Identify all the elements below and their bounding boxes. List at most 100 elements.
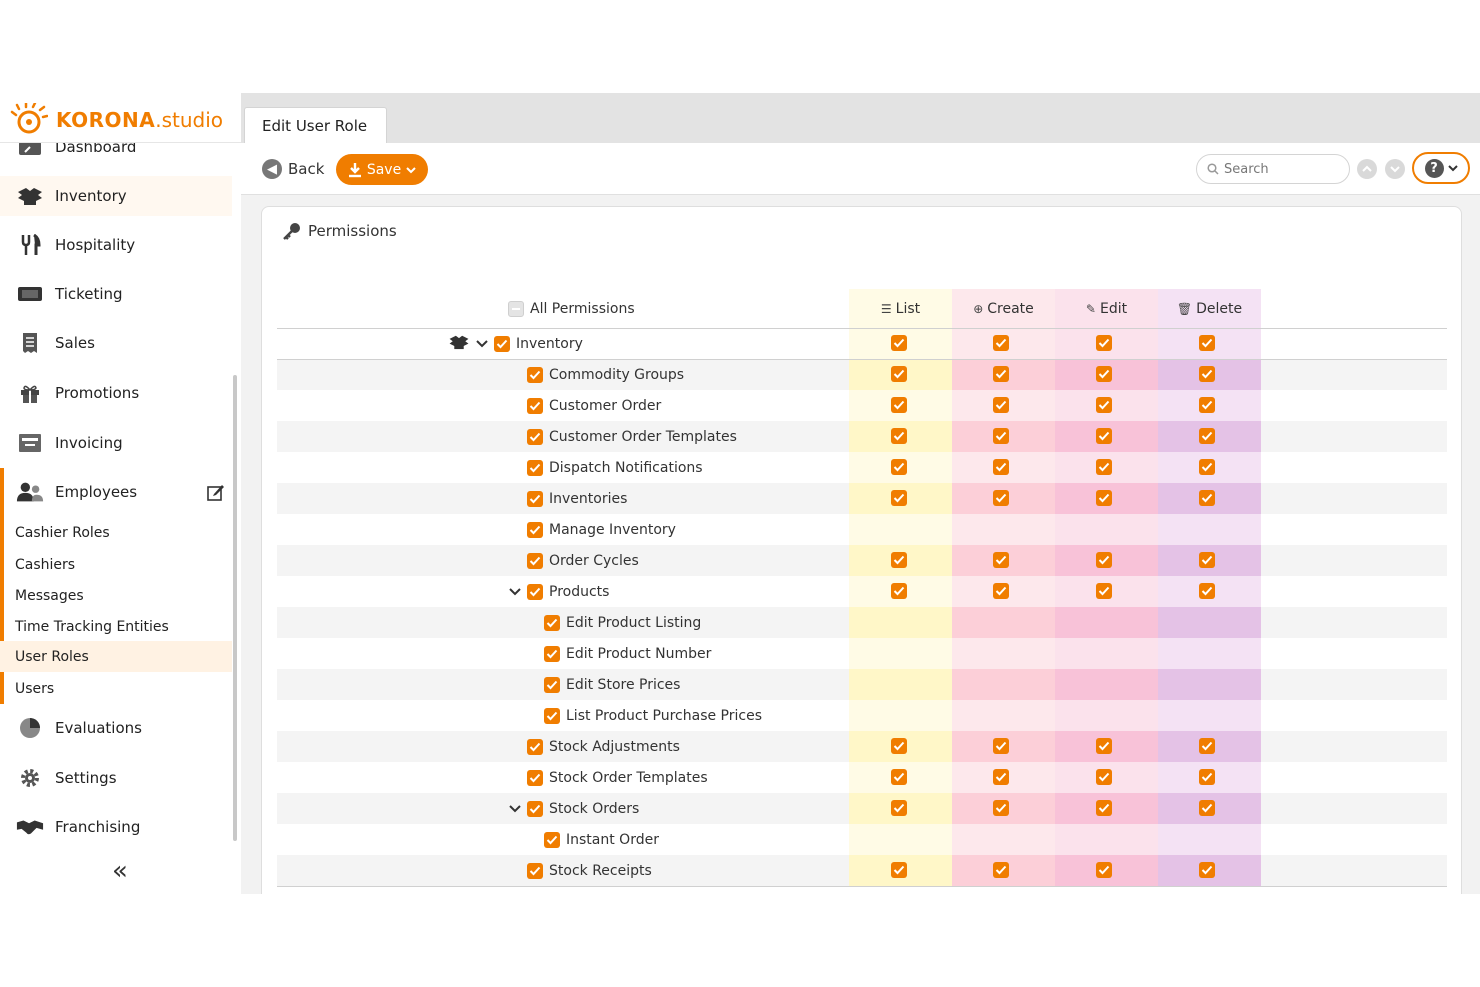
permission-checkbox-edit[interactable]	[1096, 552, 1112, 568]
permission-checkbox-list[interactable]	[891, 738, 907, 754]
sidebar-item-dashboard[interactable]: Dashboard	[0, 143, 232, 167]
row-checkbox[interactable]	[527, 769, 543, 786]
table-row[interactable]: Customer Order	[527, 390, 661, 421]
collapse-sidebar-icon[interactable]: «	[112, 856, 128, 886]
permission-checkbox-delete[interactable]	[1199, 490, 1215, 506]
permission-checkbox-edit[interactable]	[1096, 769, 1112, 785]
permission-checkbox-create[interactable]	[993, 335, 1009, 351]
permission-checkbox-delete[interactable]	[1199, 800, 1215, 816]
column-header-list[interactable]: ☰ List	[849, 289, 952, 328]
row-checkbox[interactable]	[527, 738, 543, 755]
column-header-delete[interactable]: 🗑 Delete	[1158, 289, 1261, 328]
column-header-edit[interactable]: ✎ Edit	[1055, 289, 1158, 328]
permission-checkbox-edit[interactable]	[1096, 583, 1112, 599]
chevron-down-icon[interactable]	[476, 336, 488, 352]
sidebar-item-evaluations[interactable]: Evaluations	[0, 708, 232, 748]
permission-checkbox-delete[interactable]	[1199, 459, 1215, 475]
next-record-button[interactable]	[1385, 159, 1405, 179]
logo[interactable]: KORONA .studio	[10, 98, 241, 142]
permission-checkbox-create[interactable]	[993, 583, 1009, 599]
row-checkbox[interactable]	[527, 459, 543, 476]
table-row[interactable]: Dispatch Notifications	[527, 452, 703, 483]
table-row[interactable]: Inventory	[448, 328, 583, 359]
permission-checkbox-edit[interactable]	[1096, 335, 1112, 351]
row-checkbox[interactable]	[544, 676, 560, 693]
permission-checkbox-create[interactable]	[993, 552, 1009, 568]
permission-checkbox-edit[interactable]	[1096, 397, 1112, 413]
previous-record-button[interactable]	[1357, 159, 1377, 179]
row-checkbox[interactable]	[527, 862, 543, 879]
permission-checkbox-delete[interactable]	[1199, 366, 1215, 382]
table-row[interactable]: Products	[509, 576, 609, 607]
table-row[interactable]: Inventories	[527, 483, 627, 514]
all-permissions-checkbox[interactable]	[508, 300, 524, 317]
row-checkbox[interactable]	[494, 335, 510, 352]
permission-checkbox-edit[interactable]	[1096, 490, 1112, 506]
table-row[interactable]: Stock Orders	[509, 793, 639, 824]
permission-checkbox-edit[interactable]	[1096, 459, 1112, 475]
row-checkbox[interactable]	[527, 428, 543, 445]
sidebar-subitem-user-roles[interactable]: User Roles	[0, 641, 232, 672]
back-button[interactable]: ◀ Back	[262, 157, 324, 181]
sidebar-scrollbar-thumb[interactable]	[233, 375, 237, 841]
all-permissions-toggle[interactable]: All Permissions	[508, 293, 635, 324]
table-row[interactable]: Edit Store Prices	[544, 669, 680, 700]
permission-checkbox-delete[interactable]	[1199, 583, 1215, 599]
sidebar-item-inventory[interactable]: Inventory	[0, 176, 232, 216]
sidebar-subitem-users[interactable]: Users	[0, 673, 232, 704]
permission-checkbox-list[interactable]	[891, 769, 907, 785]
permission-checkbox-list[interactable]	[891, 800, 907, 816]
permission-checkbox-create[interactable]	[993, 862, 1009, 878]
row-checkbox[interactable]	[544, 614, 560, 631]
search-input[interactable]	[1224, 161, 1344, 177]
table-row[interactable]: Edit Product Listing	[544, 607, 701, 638]
table-row[interactable]: List Product Purchase Prices	[544, 700, 762, 731]
sidebar-subitem-time-tracking-entities[interactable]: Time Tracking Entities	[0, 611, 232, 642]
permission-checkbox-delete[interactable]	[1199, 862, 1215, 878]
permission-checkbox-edit[interactable]	[1096, 366, 1112, 382]
permission-checkbox-delete[interactable]	[1199, 428, 1215, 444]
permission-checkbox-edit[interactable]	[1096, 862, 1112, 878]
row-checkbox[interactable]	[544, 707, 560, 724]
permission-checkbox-list[interactable]	[891, 459, 907, 475]
sidebar-item-invoicing[interactable]: Invoicing	[0, 423, 232, 463]
sidebar-item-hospitality[interactable]: Hospitality	[0, 225, 232, 265]
sidebar-subitem-cashiers[interactable]: Cashiers	[0, 549, 232, 580]
table-row[interactable]: Manage Inventory	[527, 514, 676, 545]
permission-checkbox-list[interactable]	[891, 397, 907, 413]
search-box[interactable]	[1196, 154, 1350, 184]
row-checkbox[interactable]	[527, 583, 543, 600]
permission-checkbox-create[interactable]	[993, 738, 1009, 754]
permission-checkbox-list[interactable]	[891, 335, 907, 351]
table-row[interactable]: Stock Adjustments	[527, 731, 680, 762]
sidebar-item-franchising[interactable]: Franchising	[0, 807, 232, 847]
permission-checkbox-create[interactable]	[993, 397, 1009, 413]
row-checkbox[interactable]	[544, 831, 560, 848]
permission-checkbox-create[interactable]	[993, 428, 1009, 444]
permission-checkbox-edit[interactable]	[1096, 428, 1112, 444]
permission-checkbox-list[interactable]	[891, 490, 907, 506]
permission-checkbox-list[interactable]	[891, 862, 907, 878]
row-checkbox[interactable]	[527, 521, 543, 538]
permission-checkbox-create[interactable]	[993, 490, 1009, 506]
permission-checkbox-list[interactable]	[891, 552, 907, 568]
row-checkbox[interactable]	[527, 800, 543, 817]
permission-checkbox-edit[interactable]	[1096, 800, 1112, 816]
permission-checkbox-create[interactable]	[993, 800, 1009, 816]
table-row[interactable]: Instant Order	[544, 824, 659, 855]
sidebar-item-ticketing[interactable]: Ticketing	[0, 274, 232, 314]
permission-checkbox-create[interactable]	[993, 366, 1009, 382]
help-button[interactable]: ?	[1412, 152, 1470, 184]
permission-checkbox-list[interactable]	[891, 366, 907, 382]
table-row[interactable]: Order Cycles	[527, 545, 639, 576]
table-row[interactable]: Edit Product Number	[544, 638, 711, 669]
row-checkbox[interactable]	[527, 490, 543, 507]
chevron-down-icon[interactable]	[509, 801, 521, 817]
row-checkbox[interactable]	[527, 552, 543, 569]
row-checkbox[interactable]	[544, 645, 560, 662]
sidebar-subitem-cashier-roles[interactable]: Cashier Roles	[0, 517, 232, 548]
sidebar-item-promotions[interactable]: Promotions	[0, 373, 232, 413]
permission-checkbox-create[interactable]	[993, 459, 1009, 475]
permission-checkbox-edit[interactable]	[1096, 738, 1112, 754]
edit-icon[interactable]	[207, 483, 225, 505]
